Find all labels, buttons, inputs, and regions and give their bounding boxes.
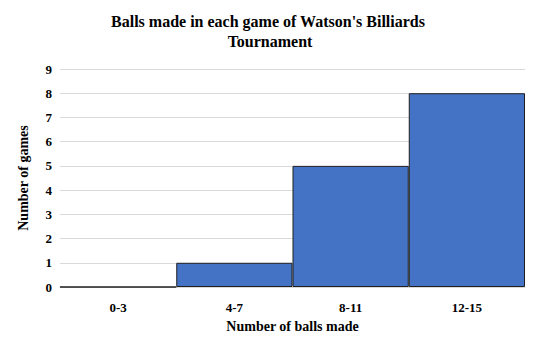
svg-text:0-3: 0-3 (109, 300, 127, 315)
svg-text:Number of balls made: Number of balls made (226, 319, 358, 334)
svg-text:9: 9 (46, 62, 53, 77)
svg-text:8: 8 (46, 86, 53, 101)
svg-text:4-7: 4-7 (226, 300, 244, 315)
svg-text:12-15: 12-15 (452, 300, 483, 315)
svg-text:8-11: 8-11 (339, 300, 362, 315)
svg-text:0: 0 (46, 280, 53, 295)
svg-text:Balls made in each game of Wat: Balls made in each game of Watson's Bill… (111, 13, 429, 31)
svg-text:3: 3 (46, 207, 53, 222)
svg-text:6: 6 (46, 134, 53, 149)
svg-text:Tournament: Tournament (228, 33, 313, 50)
svg-text:5: 5 (46, 158, 53, 173)
svg-text:1: 1 (46, 255, 53, 270)
svg-text:4: 4 (46, 183, 53, 198)
svg-text:2: 2 (46, 231, 53, 246)
svg-text:7: 7 (46, 110, 53, 125)
svg-text:Number of games: Number of games (16, 125, 31, 231)
